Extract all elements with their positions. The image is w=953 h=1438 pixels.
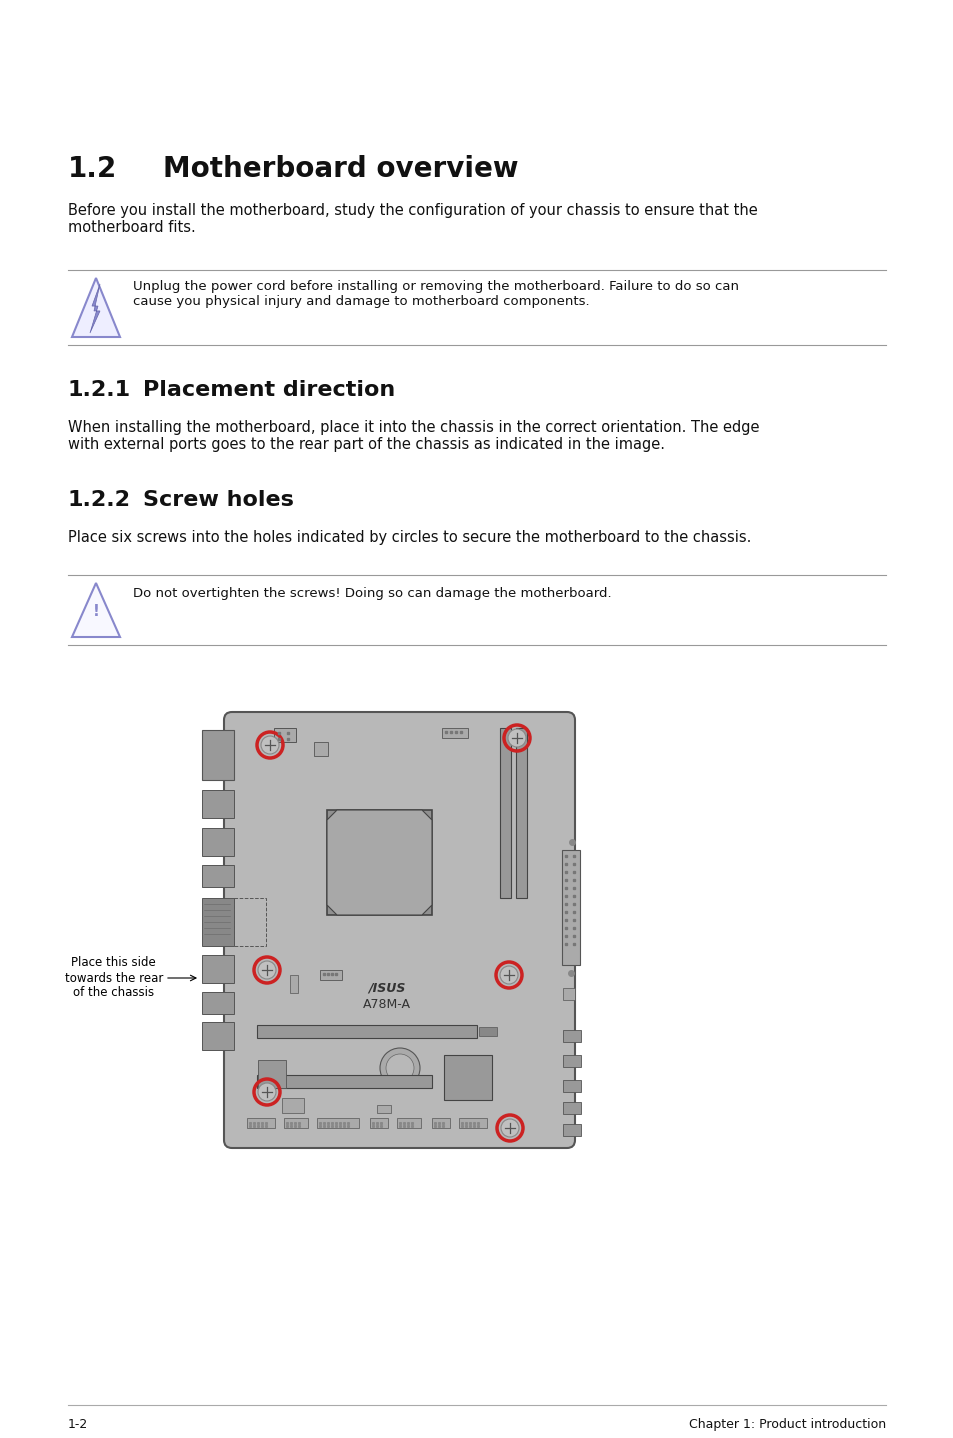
Text: Screw holes: Screw holes [143, 490, 294, 510]
Bar [499, 728, 511, 897]
Bar [562, 1102, 580, 1114]
Bar [274, 728, 295, 742]
Polygon shape [90, 283, 100, 334]
Bar [561, 850, 579, 965]
Text: Chapter 1: Product introduction: Chapter 1: Product introduction [688, 1418, 885, 1431]
Bar [319, 971, 341, 981]
Circle shape [257, 1083, 275, 1102]
Bar [233, 897, 266, 946]
Text: 1.2: 1.2 [68, 155, 117, 183]
Bar [202, 731, 233, 779]
Text: 1.2.2: 1.2.2 [68, 490, 131, 510]
Text: Place six screws into the holes indicated by circles to secure the motherboard t: Place six screws into the holes indicate… [68, 531, 751, 545]
Polygon shape [327, 810, 432, 915]
Text: Place this side
towards the rear
of the chassis: Place this side towards the rear of the … [65, 956, 163, 999]
Text: When installing the motherboard, place it into the chassis in the correct orient: When installing the motherboard, place i… [68, 420, 759, 453]
Bar [202, 828, 233, 856]
Bar [562, 1030, 580, 1043]
Bar [562, 1055, 580, 1067]
Polygon shape [71, 278, 120, 336]
Circle shape [507, 729, 525, 746]
Text: Do not overtighten the screws! Doing so can damage the motherboard.: Do not overtighten the screws! Doing so … [132, 587, 611, 600]
Bar [316, 1117, 358, 1127]
Bar [562, 988, 575, 999]
Bar [562, 1080, 580, 1091]
Bar [282, 1099, 304, 1113]
Bar [202, 992, 233, 1014]
Circle shape [257, 961, 275, 979]
Bar [376, 1104, 391, 1113]
Bar [327, 810, 432, 915]
Bar [370, 1117, 388, 1127]
Bar [256, 1076, 432, 1089]
Bar [441, 728, 468, 738]
Circle shape [261, 736, 278, 754]
Text: Unplug the power cord before installing or removing the motherboard. Failure to : Unplug the power cord before installing … [132, 280, 739, 308]
Text: Motherboard overview: Motherboard overview [163, 155, 518, 183]
Bar [202, 866, 233, 887]
Bar [290, 975, 297, 994]
Bar [478, 1027, 497, 1035]
Bar [284, 1117, 308, 1127]
Circle shape [379, 1048, 419, 1089]
Bar [202, 897, 233, 946]
Text: Placement direction: Placement direction [143, 380, 395, 400]
Circle shape [499, 966, 517, 984]
Bar [202, 1022, 233, 1050]
FancyBboxPatch shape [224, 712, 575, 1148]
Text: 1.2.1: 1.2.1 [68, 380, 131, 400]
Text: Before you install the motherboard, study the configuration of your chassis to e: Before you install the motherboard, stud… [68, 203, 757, 236]
Bar [396, 1117, 420, 1127]
Bar [458, 1117, 486, 1127]
Circle shape [500, 1119, 518, 1137]
Bar [202, 789, 233, 818]
Circle shape [386, 1054, 414, 1081]
Text: 1-2: 1-2 [68, 1418, 89, 1431]
Bar [202, 955, 233, 984]
Bar [247, 1117, 274, 1127]
Text: /ISUS: /ISUS [368, 982, 405, 995]
Bar [443, 1055, 492, 1100]
Bar [256, 1025, 476, 1038]
Bar [516, 728, 526, 897]
Bar [562, 1125, 580, 1136]
Bar [314, 742, 328, 756]
Bar [257, 1060, 286, 1089]
Polygon shape [71, 582, 120, 637]
Text: A78M-A: A78M-A [363, 998, 411, 1011]
Bar [432, 1117, 450, 1127]
Text: !: ! [92, 604, 99, 620]
